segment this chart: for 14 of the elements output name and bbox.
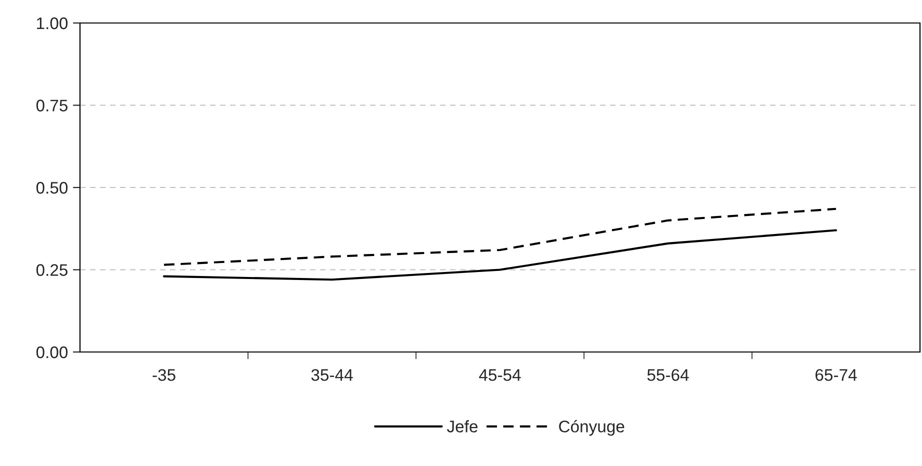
x-tick-label: 55-64: [647, 369, 689, 381]
y-tick-label: 0.50: [36, 182, 68, 194]
y-tick-label: 0.25: [36, 264, 68, 276]
y-tick-label: 0.00: [36, 346, 68, 358]
y-tick-label: 0.75: [36, 100, 68, 112]
legend-label: Cónyuge: [559, 420, 624, 436]
y-tick-label: 1.00: [37, 17, 68, 30]
x-tick-label: 65-74: [816, 369, 857, 381]
legend-label: Jefe: [446, 420, 478, 432]
line-series: [162, 208, 838, 266]
x-tick-label: 35-44: [311, 369, 353, 381]
x-tick-label: -35: [152, 369, 176, 381]
x-tick-label: 45-54: [479, 369, 521, 381]
line-series: [162, 229, 838, 281]
